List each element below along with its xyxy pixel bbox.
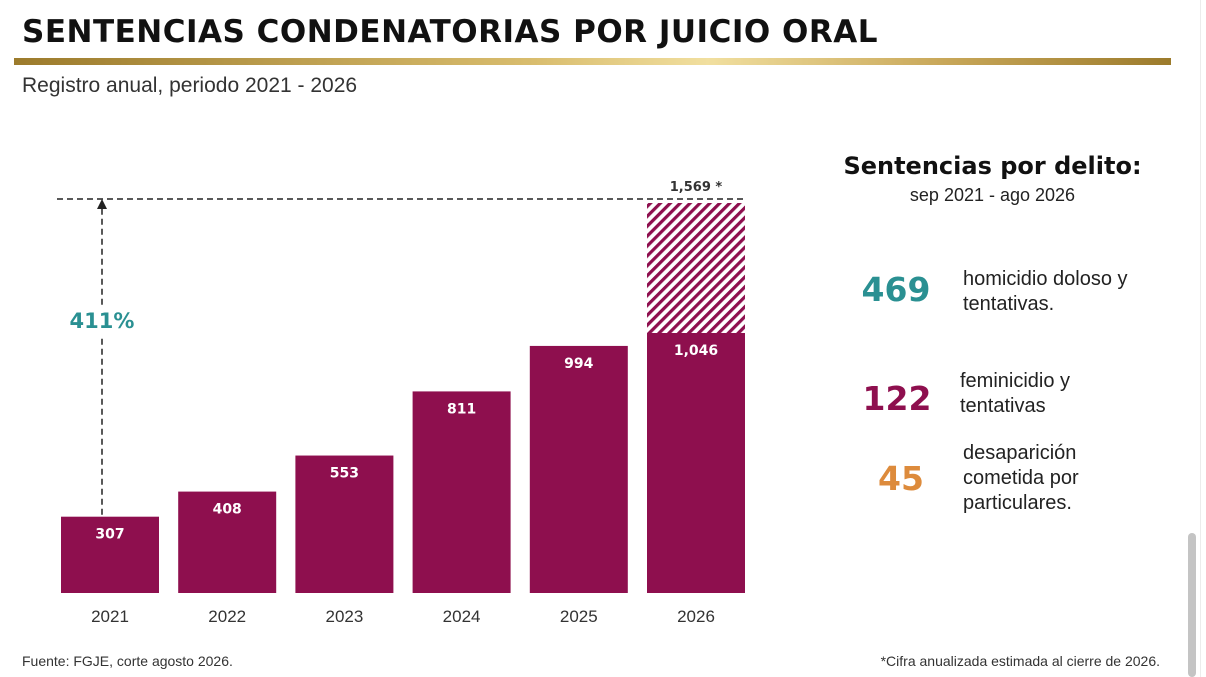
growth-label-background: [66, 308, 138, 336]
x-tick-label: 2024: [443, 607, 481, 626]
bar-value-label: 994: [564, 356, 593, 372]
bar-value-label: 1,046: [674, 343, 718, 359]
stat-desaparicion-label-line: particulares.: [963, 492, 1072, 514]
stat-desaparicion-label-line: cometida por: [963, 467, 1079, 489]
bar: [61, 516, 159, 593]
stat-feminicidio-label: feminicidio y tentativas: [960, 369, 1070, 419]
bar-value-label: 811: [447, 401, 476, 417]
bar-chart: 307 2021 408 2022 553 2023 811 2024 994 2025 1,046…: [57, 180, 745, 626]
bar-value-label: 307: [95, 527, 124, 543]
stat-feminicidio-label-line: feminicidio y: [960, 370, 1071, 392]
x-tick-label: 2026: [677, 607, 715, 626]
bar: [412, 391, 511, 593]
bar-value-label: 408: [213, 502, 242, 518]
bar: [647, 333, 745, 593]
stat-homicidio-value: 469: [861, 270, 931, 309]
stat-desaparicion-value: 45: [878, 459, 924, 498]
stat-desaparicion-label-line: desaparición: [963, 442, 1077, 464]
stat-desaparicion-label: desaparición cometida por particulares.: [963, 441, 1079, 516]
projection-value-label: 1,569 *: [670, 180, 723, 195]
page-title: SENTENCIAS CONDENATORIAS POR JUICIO ORAL: [22, 14, 878, 50]
sidebar-title: Sentencias por delito:: [843, 152, 1142, 180]
scrollbar-thumb[interactable]: [1188, 533, 1196, 677]
stat-homicidio-label-line: tentativas.: [963, 293, 1055, 315]
stat-homicidio-label-line: homicidio doloso y: [963, 268, 1128, 290]
growth-percentage-label: 411%: [70, 309, 135, 333]
x-tick-label: 2021: [91, 607, 129, 626]
stat-feminicidio-value: 122: [862, 379, 932, 418]
x-tick-label: 2025: [560, 607, 598, 626]
title-underline: [14, 58, 1171, 65]
bar: [295, 455, 394, 593]
bar-value-label: 553: [330, 466, 359, 482]
page-subtitle: Registro anual, periodo 2021 - 2026: [22, 74, 358, 97]
bar: [178, 491, 277, 593]
bar: [529, 345, 628, 593]
sidebar-subtitle: sep 2021 - ago 2026: [909, 185, 1076, 205]
estimate-footnote: *Cifra anualizada estimada al cierre de …: [880, 653, 1160, 669]
growth-arrowhead-icon: [97, 199, 107, 209]
stat-homicidio-label: homicidio doloso y tentativas.: [963, 267, 1128, 317]
x-tick-label: 2022: [208, 607, 246, 626]
x-tick-label: 2023: [325, 607, 363, 626]
source-note: Fuente: FGJE, corte agosto 2026.: [22, 653, 233, 669]
stat-feminicidio-label-line: tentativas: [960, 395, 1046, 417]
